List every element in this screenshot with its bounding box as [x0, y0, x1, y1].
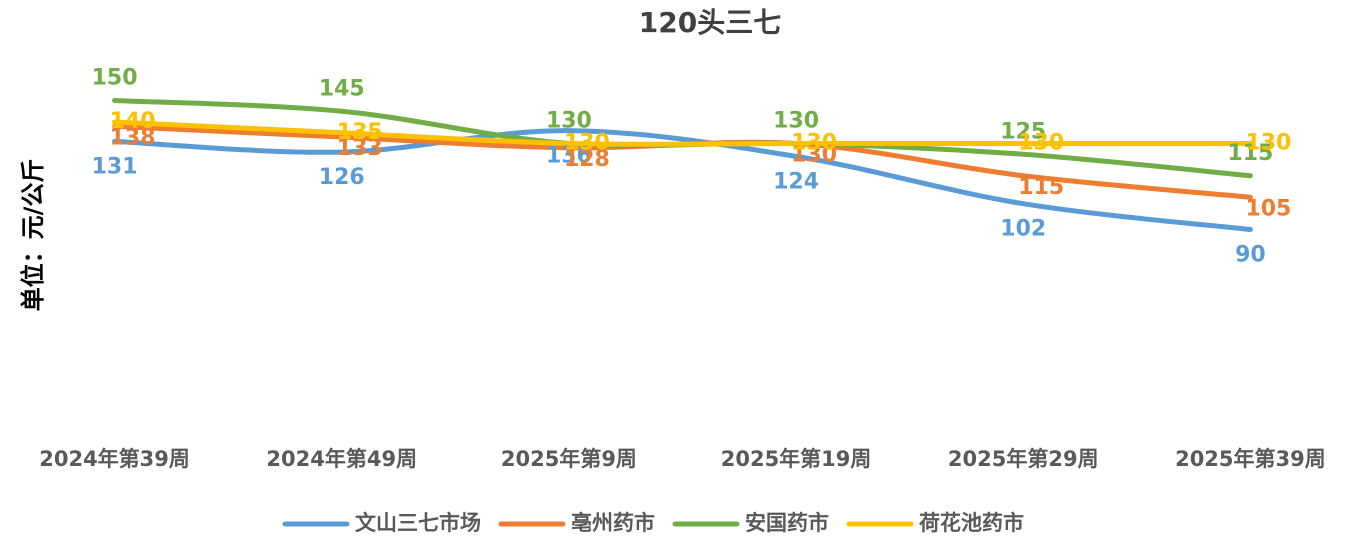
data-label: 130	[564, 131, 610, 156]
data-label: 150	[92, 66, 138, 91]
data-label: 130	[1018, 131, 1064, 156]
data-label: 140	[110, 109, 156, 134]
series-line	[112, 128, 1253, 232]
y-axis-title: 单位：元/公斤	[19, 159, 47, 312]
data-label: 115	[1227, 141, 1273, 166]
data-label: 125	[1000, 119, 1046, 144]
x-tick-label: 2025年第29周	[948, 447, 1099, 471]
data-label: 136	[546, 144, 592, 169]
data-label: 135	[337, 120, 383, 145]
chart-title: 120头三七	[639, 6, 781, 39]
x-tick-label: 2025年第39周	[1175, 447, 1326, 471]
legend-label: 荷花池药市	[919, 511, 1024, 535]
data-label: 130	[546, 109, 592, 134]
x-tick-label: 2025年第9周	[501, 447, 637, 471]
data-label: 124	[773, 169, 819, 194]
legend-label: 安国药市	[745, 511, 829, 535]
data-label: 105	[1245, 196, 1291, 221]
data-label: 133	[337, 136, 383, 161]
data-label: 138	[110, 125, 156, 150]
legend-label: 文山三七市场	[355, 511, 481, 535]
data-label: 130	[791, 131, 837, 156]
data-label: 145	[319, 76, 365, 101]
data-label: 130	[1245, 131, 1291, 156]
x-tick-label: 2024年第39周	[39, 447, 190, 471]
data-label: 115	[1018, 175, 1064, 200]
x-tick-label: 2024年第49周	[266, 447, 417, 471]
series-line	[112, 119, 1253, 147]
data-label: 131	[92, 154, 138, 179]
legend-label: 亳州药市	[571, 511, 655, 535]
data-label: 128	[564, 147, 610, 172]
data-label: 130	[791, 143, 837, 168]
data-label: 102	[1000, 217, 1046, 242]
data-label: 126	[319, 165, 365, 190]
x-tick-label: 2025年第19周	[721, 447, 872, 471]
data-label: 90	[1235, 243, 1266, 268]
data-label: 130	[773, 109, 819, 134]
